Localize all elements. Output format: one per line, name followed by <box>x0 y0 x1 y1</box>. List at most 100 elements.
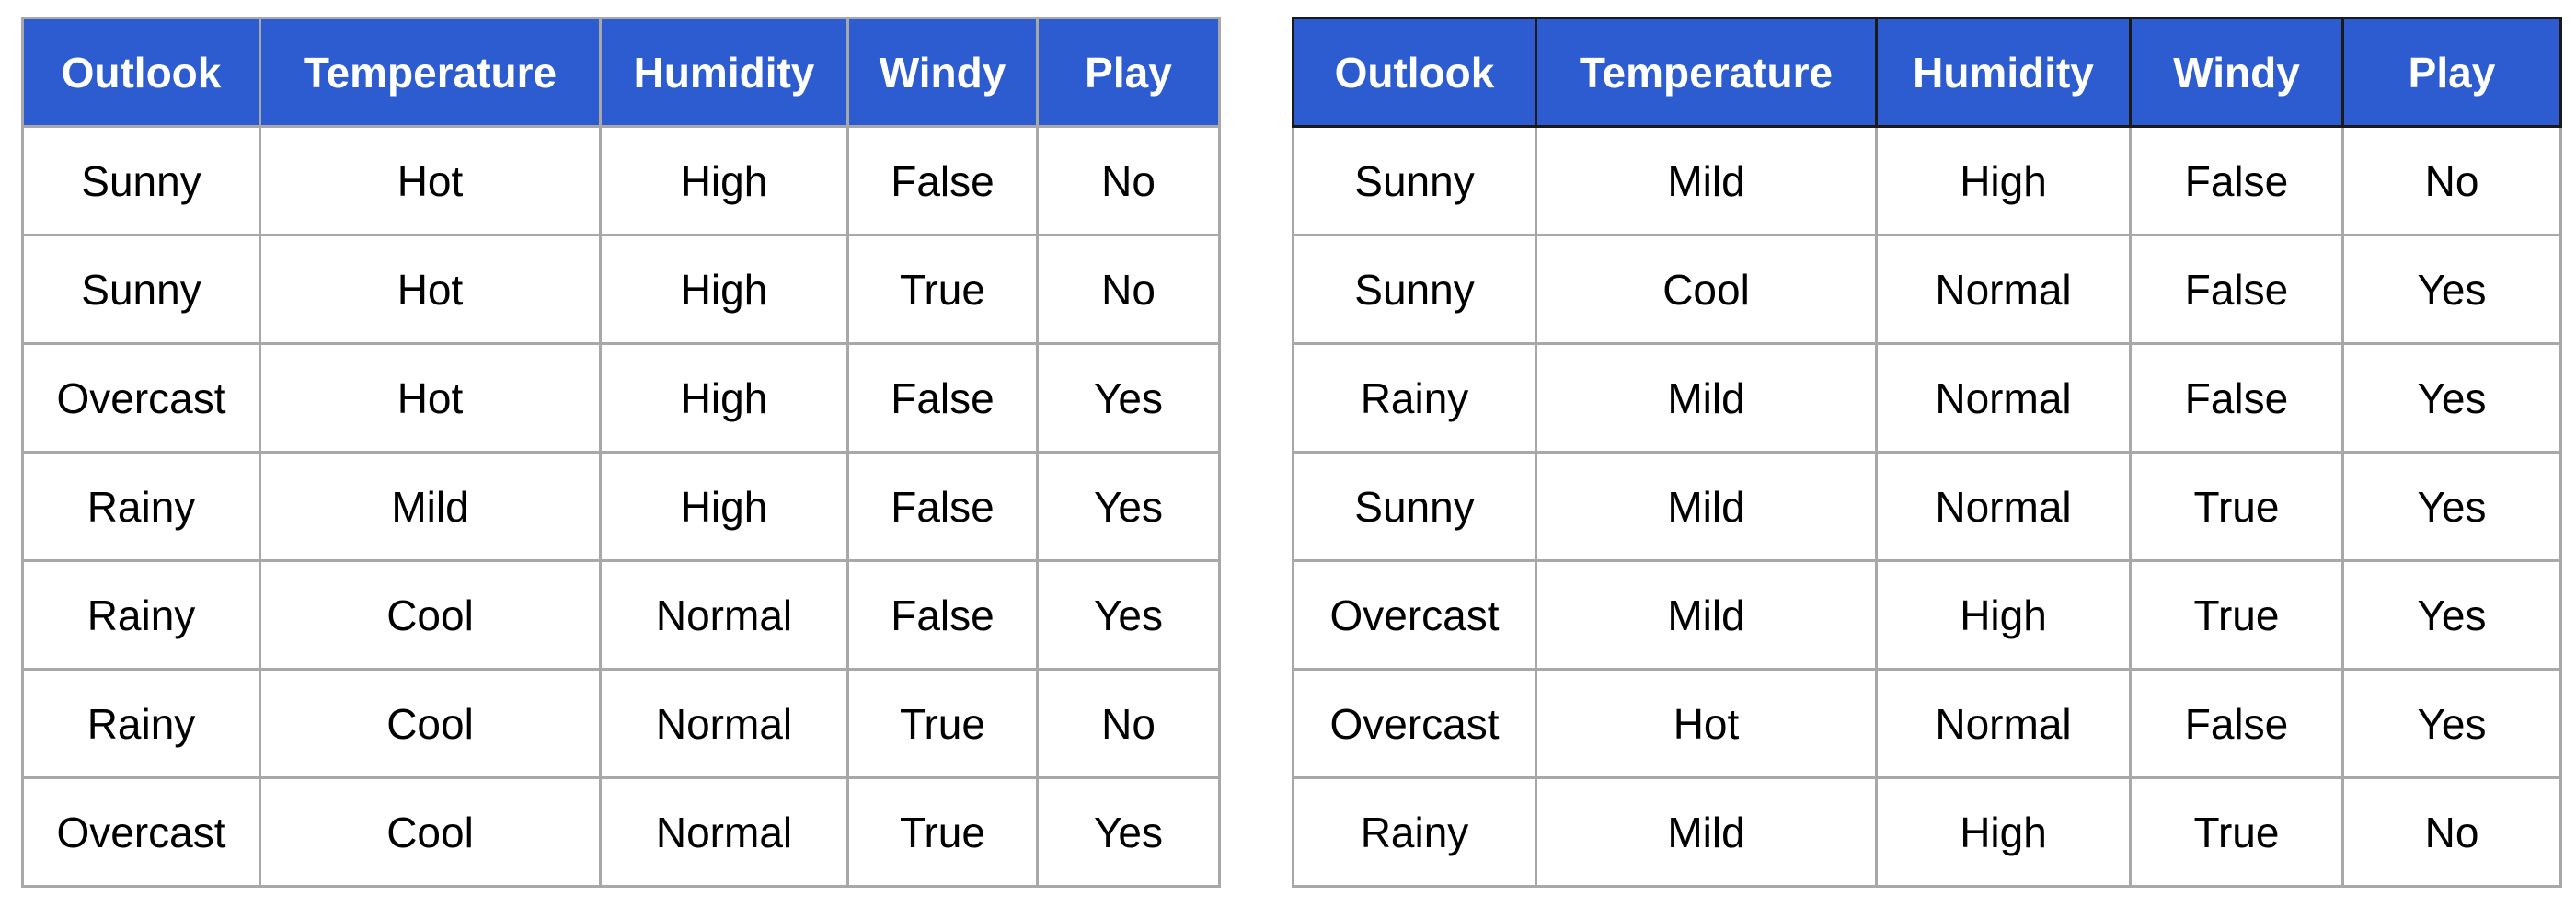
cell-outlook: Rainy <box>21 668 261 779</box>
header-windy: Windy <box>2129 17 2344 128</box>
cell-play: Yes <box>1036 776 1221 888</box>
cell-temperature: Hot <box>1535 668 1878 779</box>
table-row: Rainy Mild Normal False Yes <box>1292 342 2562 454</box>
table-row: Rainy Mild High False Yes <box>21 451 1221 562</box>
cell-windy: False <box>846 125 1039 236</box>
cell-humidity: Normal <box>1875 234 2132 345</box>
table-header: Outlook Temperature Humidity Windy Play <box>21 17 1221 128</box>
cell-temperature: Cool <box>259 668 602 779</box>
cell-windy: True <box>846 234 1039 345</box>
header-outlook: Outlook <box>21 17 261 128</box>
header-humidity: Humidity <box>599 17 849 128</box>
table-row: Rainy Cool Normal True No <box>21 668 1221 779</box>
cell-outlook: Overcast <box>21 776 261 888</box>
cell-humidity: Normal <box>599 668 849 779</box>
cell-play: Yes <box>2341 451 2562 562</box>
cell-outlook: Sunny <box>21 234 261 345</box>
cell-temperature: Cool <box>259 776 602 888</box>
cell-windy: False <box>846 451 1039 562</box>
cell-outlook: Overcast <box>21 342 261 454</box>
table-row: Overcast Mild High True Yes <box>1292 559 2562 671</box>
cell-humidity: High <box>599 234 849 345</box>
cell-outlook: Rainy <box>21 451 261 562</box>
cell-humidity: High <box>1875 559 2132 671</box>
cell-windy: True <box>2129 559 2344 671</box>
table-row: Sunny Cool Normal False Yes <box>1292 234 2562 345</box>
table-row: Sunny Hot High True No <box>21 234 1221 345</box>
cell-outlook: Sunny <box>21 125 261 236</box>
cell-humidity: Normal <box>1875 342 2132 454</box>
header-play: Play <box>2341 17 2562 128</box>
cell-temperature: Cool <box>1535 234 1878 345</box>
cell-temperature: Mild <box>1535 451 1878 562</box>
header-windy: Windy <box>846 17 1039 128</box>
cell-humidity: High <box>599 451 849 562</box>
table-body: Sunny Mild High False No Sunny Cool Norm… <box>1292 125 2562 888</box>
cell-humidity: High <box>599 342 849 454</box>
table-body: Sunny Hot High False No Sunny Hot High T… <box>21 125 1221 888</box>
table-row: Overcast Cool Normal True Yes <box>21 776 1221 888</box>
cell-play: Yes <box>2341 668 2562 779</box>
header-outlook: Outlook <box>1292 17 1537 128</box>
cell-windy: True <box>2129 451 2344 562</box>
header-humidity: Humidity <box>1875 17 2132 128</box>
table-row: Sunny Mild Normal True Yes <box>1292 451 2562 562</box>
cell-temperature: Mild <box>1535 559 1878 671</box>
cell-temperature: Hot <box>259 234 602 345</box>
cell-outlook: Overcast <box>1292 559 1537 671</box>
cell-temperature: Mild <box>259 451 602 562</box>
cell-humidity: Normal <box>1875 668 2132 779</box>
cell-play: Yes <box>1036 342 1221 454</box>
cell-temperature: Hot <box>259 125 602 236</box>
cell-windy: False <box>2129 342 2344 454</box>
table-row: Sunny Hot High False No <box>21 125 1221 236</box>
header-play: Play <box>1036 17 1221 128</box>
weather-table-right: Outlook Temperature Humidity Windy Play … <box>1292 17 2562 888</box>
cell-play: Yes <box>1036 559 1221 671</box>
header-temperature: Temperature <box>1535 17 1878 128</box>
cell-temperature: Mild <box>1535 776 1878 888</box>
cell-windy: False <box>846 559 1039 671</box>
cell-outlook: Overcast <box>1292 668 1537 779</box>
cell-windy: True <box>846 668 1039 779</box>
cell-windy: False <box>2129 668 2344 779</box>
cell-outlook: Rainy <box>21 559 261 671</box>
cell-humidity: Normal <box>1875 451 2132 562</box>
cell-temperature: Mild <box>1535 342 1878 454</box>
header-row: Outlook Temperature Humidity Windy Play <box>1292 17 2562 128</box>
cell-play: No <box>1036 234 1221 345</box>
cell-play: Yes <box>2341 342 2562 454</box>
cell-play: No <box>1036 668 1221 779</box>
cell-humidity: Normal <box>599 776 849 888</box>
table-row: Rainy Cool Normal False Yes <box>21 559 1221 671</box>
header-row: Outlook Temperature Humidity Windy Play <box>21 17 1221 128</box>
cell-play: No <box>1036 125 1221 236</box>
cell-windy: True <box>2129 776 2344 888</box>
cell-play: No <box>2341 776 2562 888</box>
cell-windy: False <box>2129 234 2344 345</box>
cell-humidity: High <box>1875 776 2132 888</box>
weather-table-left: Outlook Temperature Humidity Windy Play … <box>21 17 1221 888</box>
cell-humidity: Normal <box>599 559 849 671</box>
cell-windy: False <box>846 342 1039 454</box>
table-row: Overcast Hot Normal False Yes <box>1292 668 2562 779</box>
cell-outlook: Rainy <box>1292 342 1537 454</box>
cell-outlook: Sunny <box>1292 451 1537 562</box>
header-temperature: Temperature <box>259 17 602 128</box>
table-row: Rainy Mild High True No <box>1292 776 2562 888</box>
cell-outlook: Sunny <box>1292 125 1537 236</box>
cell-humidity: High <box>1875 125 2132 236</box>
cell-outlook: Sunny <box>1292 234 1537 345</box>
cell-play: No <box>2341 125 2562 236</box>
cell-play: Yes <box>2341 234 2562 345</box>
table-row: Overcast Hot High False Yes <box>21 342 1221 454</box>
cell-play: Yes <box>1036 451 1221 562</box>
table-row: Sunny Mild High False No <box>1292 125 2562 236</box>
cell-outlook: Rainy <box>1292 776 1537 888</box>
table-header: Outlook Temperature Humidity Windy Play <box>1292 17 2562 128</box>
cell-temperature: Hot <box>259 342 602 454</box>
cell-temperature: Cool <box>259 559 602 671</box>
cell-windy: False <box>2129 125 2344 236</box>
cell-windy: True <box>846 776 1039 888</box>
cell-play: Yes <box>2341 559 2562 671</box>
